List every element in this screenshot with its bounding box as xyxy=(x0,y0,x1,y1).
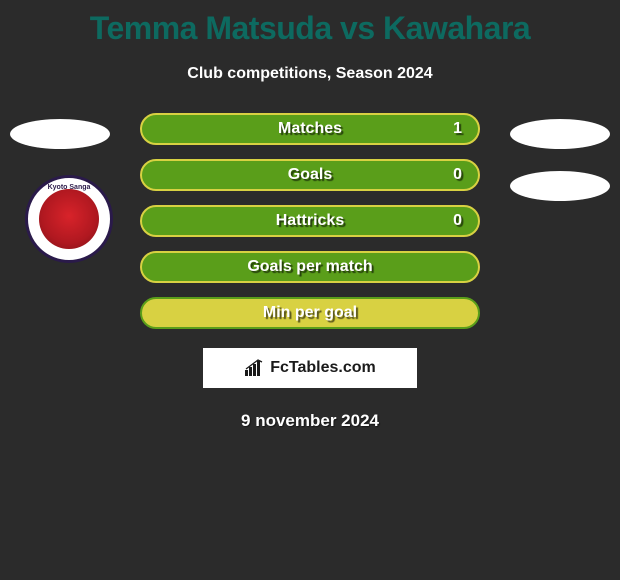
stat-label: Goals per match xyxy=(247,258,372,276)
stat-label: Min per goal xyxy=(263,304,357,322)
chart-icon xyxy=(244,359,266,377)
player-left-avatar-placeholder xyxy=(10,119,110,149)
club-logo-emblem xyxy=(39,189,99,249)
date-text: 9 november 2024 xyxy=(0,411,620,431)
stat-bars: Matches 1 Goals 0 Hattricks 0 Goals per … xyxy=(140,113,480,329)
stat-label: Goals xyxy=(288,166,332,184)
brand-box: FcTables.com xyxy=(202,347,418,389)
club-logo-left: Kyoto Sanga xyxy=(25,175,113,263)
stat-bar-hattricks: Hattricks 0 xyxy=(140,205,480,237)
stat-label: Matches xyxy=(278,120,342,138)
subtitle: Club competitions, Season 2024 xyxy=(0,65,620,83)
stat-value: 0 xyxy=(453,166,462,184)
player-right-avatar-placeholder-2 xyxy=(510,171,610,201)
stat-bar-matches: Matches 1 xyxy=(140,113,480,145)
stat-bar-min-per-goal: Min per goal xyxy=(140,297,480,329)
comparison-content: Kyoto Sanga Matches 1 Goals 0 Hattricks … xyxy=(0,113,620,431)
page-title: Temma Matsuda vs Kawahara xyxy=(0,0,620,47)
stat-value: 1 xyxy=(453,120,462,138)
stat-label: Hattricks xyxy=(276,212,344,230)
stat-bar-goals-per-match: Goals per match xyxy=(140,251,480,283)
player-right-avatar-placeholder-1 xyxy=(510,119,610,149)
stat-value: 0 xyxy=(453,212,462,230)
brand-text: FcTables.com xyxy=(270,359,376,377)
stat-bar-goals: Goals 0 xyxy=(140,159,480,191)
